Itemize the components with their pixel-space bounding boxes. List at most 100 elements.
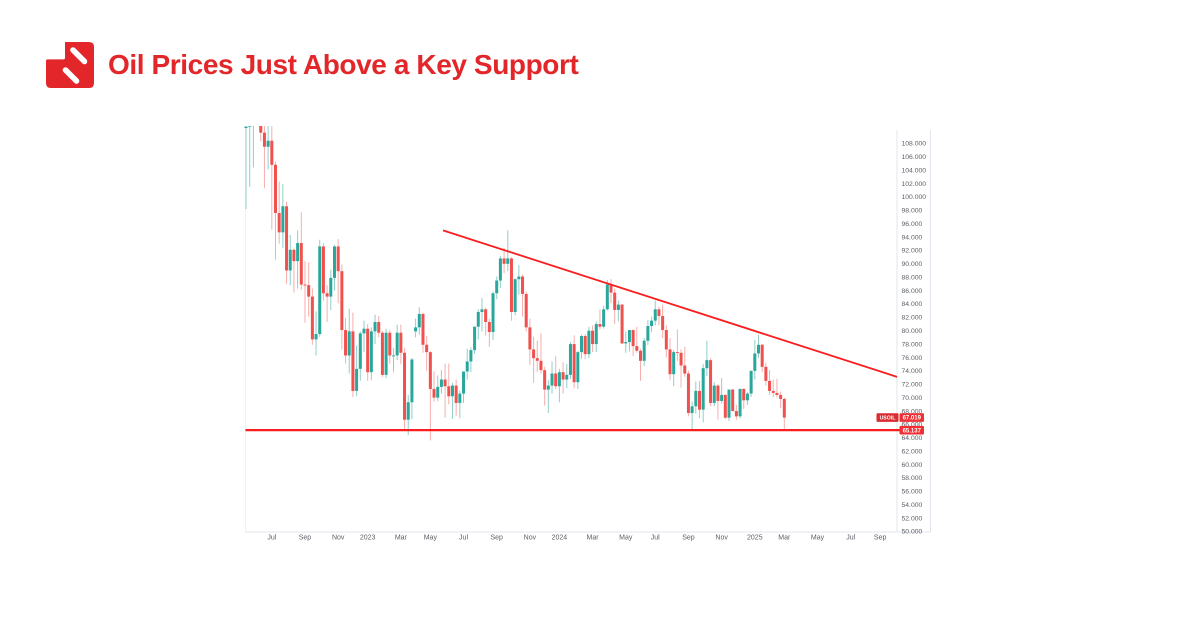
candle-body <box>742 388 746 401</box>
candle-body <box>399 332 403 353</box>
candle-body <box>720 394 724 401</box>
candle-body <box>244 126 248 128</box>
candle-body <box>447 386 451 397</box>
candle-body <box>731 389 735 411</box>
x-axis-label: Nov <box>332 535 345 542</box>
x-axis-label: Jul <box>651 535 660 542</box>
x-axis-label: May <box>424 535 438 542</box>
candle-body <box>395 332 399 356</box>
candle-body <box>635 346 639 351</box>
candle-body <box>675 352 679 354</box>
candle-body <box>454 385 458 403</box>
candle-body <box>307 285 311 297</box>
candle-body <box>380 332 384 375</box>
candle-body <box>432 388 436 398</box>
candle-body <box>668 349 672 375</box>
candle-body <box>332 246 336 278</box>
candle-body <box>616 304 620 310</box>
candle-body <box>524 293 528 328</box>
y-axis-label: 60.000 <box>902 462 923 469</box>
candle-body <box>624 342 628 344</box>
candle-body <box>498 258 502 281</box>
candle-body <box>753 353 757 371</box>
candle-body <box>458 393 462 403</box>
last-price-badge-text: 67.019 <box>903 416 922 422</box>
candle-body <box>373 322 377 332</box>
y-axis-label: 86.000 <box>902 288 923 295</box>
candle-body <box>572 344 576 383</box>
header: Oil Prices Just Above a Key Support <box>46 42 579 88</box>
candle-body <box>701 368 705 410</box>
candle-body <box>310 296 314 340</box>
candle-body <box>587 330 591 355</box>
candle-body <box>602 309 606 327</box>
candle-body <box>565 374 569 380</box>
candle-body <box>406 402 410 420</box>
x-axis-label: May <box>811 535 825 542</box>
candle-body <box>384 332 388 375</box>
candle-body <box>709 360 713 403</box>
candle-body <box>248 126 252 127</box>
candle-body <box>480 309 484 312</box>
x-axis-label: 2025 <box>747 535 763 542</box>
x-axis-label: Sep <box>299 535 312 542</box>
y-axis-label: 54.000 <box>902 502 923 509</box>
candle-body <box>351 331 355 391</box>
candle-body <box>425 344 429 353</box>
y-axis-label: 108.000 <box>902 141 927 148</box>
candle-body <box>325 293 329 297</box>
candle-body <box>439 379 443 387</box>
candle-body <box>679 352 683 366</box>
candle-body <box>775 392 779 395</box>
y-axis-label: 84.000 <box>902 301 923 308</box>
support-price-badge-text: 65.137 <box>903 428 922 434</box>
candle-body <box>738 388 742 417</box>
candle-body <box>517 276 521 280</box>
candle-body <box>417 313 421 328</box>
candle-body <box>557 372 561 387</box>
candle-body <box>495 280 499 294</box>
y-axis-label: 72.000 <box>902 382 923 389</box>
y-axis-label: 64.000 <box>902 435 923 442</box>
candle-body <box>366 328 370 373</box>
x-axis-label: 2023 <box>360 535 376 542</box>
candle-body <box>568 344 572 375</box>
candle-body <box>598 324 602 327</box>
x-axis-label: Mar <box>395 535 408 542</box>
candle-body <box>782 398 786 418</box>
candle-body <box>484 309 488 323</box>
x-axis-label: Jul <box>267 535 276 542</box>
candle-body <box>594 324 598 345</box>
y-axis-label: 76.000 <box>902 355 923 362</box>
candle-body <box>583 336 587 355</box>
candle-body <box>436 386 440 398</box>
candle-body <box>318 246 322 335</box>
candle-body <box>428 352 432 389</box>
candle-body <box>627 330 631 343</box>
candle-body <box>664 330 668 350</box>
y-axis-label: 74.000 <box>902 368 923 375</box>
candle-body <box>277 212 281 233</box>
symbol-tag-badge <box>876 413 899 422</box>
candle-body <box>414 327 418 332</box>
candle-body <box>532 349 536 359</box>
y-axis-label: 80.000 <box>902 328 923 335</box>
candle-body <box>358 333 362 369</box>
last-price-badge <box>899 413 924 422</box>
brand-logo <box>46 42 94 88</box>
x-axis-label: Sep <box>490 535 503 542</box>
candle-body <box>270 140 274 165</box>
candle-body <box>698 390 702 410</box>
candle-body <box>369 331 373 373</box>
y-axis-label: 58.000 <box>902 475 923 482</box>
candle-body <box>377 322 381 333</box>
candle-body <box>462 371 466 394</box>
candle-body <box>347 331 351 356</box>
candle-body <box>528 327 532 350</box>
candle-body <box>613 292 617 310</box>
candle-body <box>609 284 613 293</box>
candle-body <box>281 206 285 233</box>
